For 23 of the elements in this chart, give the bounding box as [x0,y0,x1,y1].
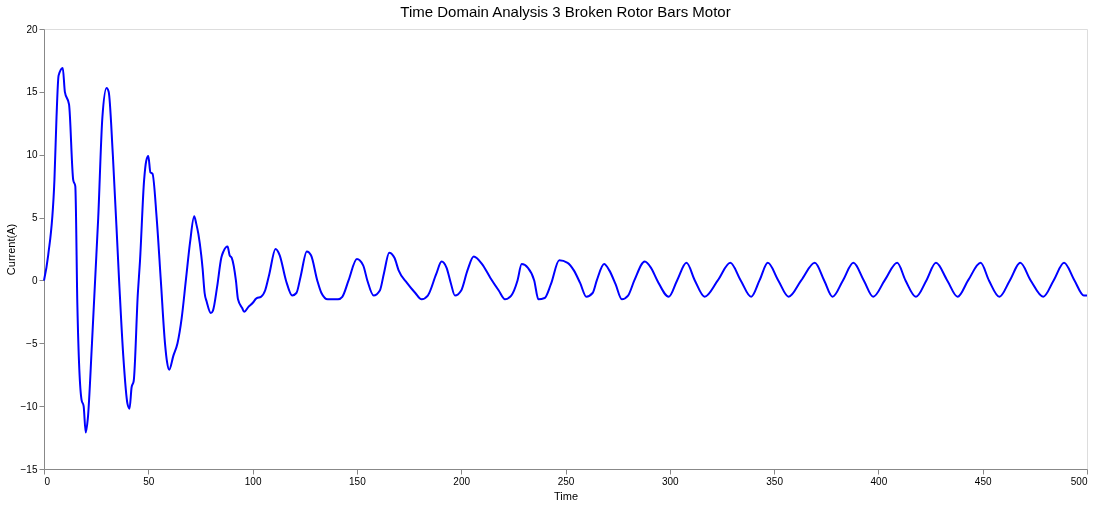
line-series [43,66,1088,434]
x-tick-label: 500 [1070,475,1088,487]
y-tick-label: 5 [31,212,38,224]
x-axis-title: Time [553,489,579,502]
y-tick-label: 10 [26,149,38,161]
x-tick-label: 350 [766,475,784,487]
y-tick-label: −10 [20,400,38,412]
y-tick-label: 15 [26,86,38,98]
x-tick-label: 450 [974,475,992,487]
x-tick-label: 50 [143,475,155,487]
x-tick-label: 300 [661,475,680,487]
x-tick-label: 150 [349,475,367,487]
y-tick-label: 0 [31,274,38,286]
y-tick-label: −5 [26,337,38,349]
chart-title: Time Domain Analysis 3 Broken Rotor Bars Motor [400,3,731,20]
x-tick-label: 0 [44,475,51,487]
y-tick-label: −15 [20,463,38,475]
y-tick-label: 20 [26,23,38,35]
x-tick-label: 250 [557,475,575,487]
y-axis-title: Current(A) [4,223,17,276]
x-tick-label: 400 [870,475,888,487]
x-tick-label: 100 [244,475,262,487]
x-tick-label: 200 [453,475,471,487]
